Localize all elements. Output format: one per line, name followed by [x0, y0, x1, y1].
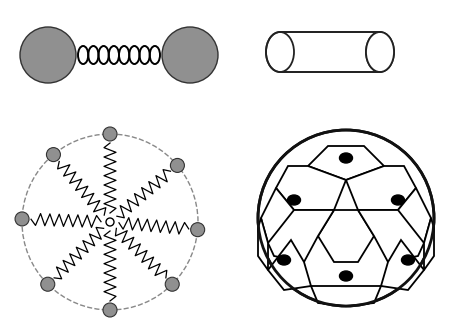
- Polygon shape: [346, 166, 416, 210]
- Polygon shape: [268, 240, 311, 290]
- Circle shape: [162, 27, 218, 83]
- Ellipse shape: [287, 195, 300, 205]
- Polygon shape: [358, 210, 424, 262]
- Ellipse shape: [366, 32, 394, 72]
- Polygon shape: [258, 218, 268, 270]
- Circle shape: [170, 158, 184, 172]
- Ellipse shape: [366, 32, 394, 72]
- Ellipse shape: [340, 153, 353, 163]
- Circle shape: [165, 277, 179, 291]
- Polygon shape: [318, 210, 374, 262]
- Polygon shape: [381, 240, 424, 290]
- Circle shape: [258, 130, 434, 306]
- Polygon shape: [398, 188, 431, 243]
- Polygon shape: [268, 210, 334, 262]
- Bar: [280, 31, 380, 73]
- Bar: [280, 32, 380, 72]
- Polygon shape: [261, 188, 294, 243]
- Circle shape: [20, 27, 76, 83]
- Ellipse shape: [266, 32, 294, 72]
- Ellipse shape: [278, 255, 291, 265]
- Circle shape: [191, 223, 205, 237]
- Circle shape: [15, 212, 29, 226]
- Circle shape: [106, 218, 114, 226]
- Circle shape: [103, 303, 117, 317]
- Circle shape: [41, 277, 55, 291]
- Ellipse shape: [340, 271, 353, 281]
- Polygon shape: [311, 286, 381, 306]
- Polygon shape: [308, 146, 384, 180]
- Circle shape: [47, 148, 61, 162]
- Ellipse shape: [401, 255, 414, 265]
- Circle shape: [103, 127, 117, 141]
- Polygon shape: [424, 218, 434, 270]
- Ellipse shape: [391, 195, 405, 205]
- Polygon shape: [276, 166, 346, 210]
